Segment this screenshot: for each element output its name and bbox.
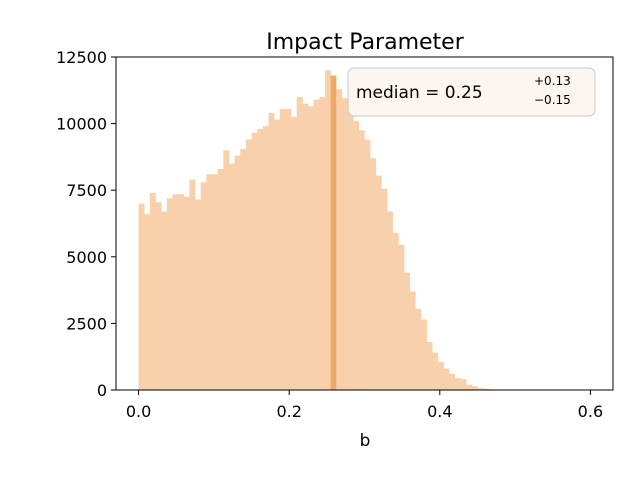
histogram-bar — [426, 342, 433, 390]
histogram-bar — [149, 192, 156, 390]
histogram-bar — [460, 379, 467, 390]
histogram-bar — [437, 362, 444, 390]
histogram-bar — [200, 182, 207, 390]
histogram-bar — [432, 352, 439, 390]
y-tick-label: 7500 — [66, 181, 107, 200]
histogram-bar — [262, 126, 269, 390]
histogram-bar — [392, 232, 399, 390]
annotation-lower-error: −0.15 — [534, 93, 571, 107]
histogram-bar — [285, 108, 292, 390]
annotation-box — [347, 67, 596, 117]
histogram-bar — [341, 98, 348, 390]
histogram-bar — [144, 214, 151, 390]
y-tick-label: 0 — [97, 381, 107, 400]
histogram-bar — [234, 155, 241, 390]
x-tick-label: 0.0 — [126, 402, 151, 421]
histogram-bar — [166, 198, 173, 390]
histogram-bar — [240, 148, 247, 390]
histogram-bar — [353, 120, 360, 390]
histogram-bar — [471, 386, 478, 390]
histogram-bar — [375, 175, 382, 390]
histogram-bar — [398, 244, 405, 390]
histogram-bar — [477, 388, 484, 390]
x-tick-label: 0.6 — [578, 402, 603, 421]
histogram-bar — [183, 196, 190, 390]
histogram-bars — [138, 70, 501, 391]
histogram-bar — [172, 194, 179, 390]
histogram-bar — [223, 150, 230, 390]
median-marker — [330, 75, 337, 391]
y-tick-label: 12500 — [56, 48, 107, 67]
histogram-bar — [387, 211, 394, 390]
histogram-bar — [313, 99, 320, 391]
y-tick-label: 10000 — [56, 115, 107, 134]
histogram-bar — [251, 132, 258, 391]
histogram-bar — [268, 112, 275, 390]
histogram-bar — [228, 163, 235, 390]
histogram-bar — [189, 179, 196, 390]
annotation-upper-error: +0.13 — [534, 74, 571, 88]
median-annotation: median = 0.25 +0.13 −0.15 — [347, 67, 596, 117]
plot-frame — [115, 56, 614, 391]
axes: 0.0 0.2 0.4 0.6 0 2500 5000 7500 10000 12500 — [56, 48, 614, 421]
histogram-bar — [358, 130, 365, 390]
histogram-bar — [161, 211, 168, 390]
histogram-bar — [206, 174, 213, 390]
histogram-bar — [217, 168, 224, 390]
chart-title: Impact Parameter — [266, 30, 464, 55]
x-axis-label: b — [360, 431, 371, 451]
histogram-bar — [212, 174, 218, 390]
y-tick-label: 2500 — [66, 314, 107, 333]
histogram-bar — [347, 110, 354, 390]
histogram-bar — [257, 128, 264, 390]
histogram-bar — [404, 272, 410, 390]
histogram-bar — [291, 116, 298, 390]
histogram-bar — [274, 119, 281, 390]
histogram-bar — [319, 96, 326, 391]
y-tick-label: 5000 — [66, 248, 107, 267]
histogram-bar — [483, 388, 490, 390]
histogram-bar — [370, 158, 377, 390]
histogram-bar — [381, 188, 388, 390]
annotation-median-text: median = 0.25 — [356, 83, 483, 103]
histogram-bar — [302, 103, 309, 391]
histogram-bar — [296, 96, 303, 391]
histogram-bar — [155, 202, 162, 390]
histogram-bar — [443, 368, 450, 390]
histogram-bar — [324, 70, 331, 390]
histogram-bar — [415, 308, 422, 390]
histogram-bar — [466, 384, 473, 390]
histogram-bar — [336, 88, 343, 390]
histogram-bar — [454, 378, 461, 390]
histogram-bar — [364, 139, 371, 390]
histogram-bar — [138, 203, 145, 390]
histogram-bar — [178, 194, 185, 390]
x-tick-label: 0.4 — [427, 402, 452, 421]
histogram-bar — [409, 291, 416, 390]
histogram-bar — [245, 139, 252, 390]
histogram-bar — [195, 199, 202, 390]
histogram-bar — [279, 108, 286, 390]
histogram-bar — [449, 374, 456, 390]
histogram-bar — [420, 319, 427, 390]
histogram-bar — [308, 106, 314, 390]
x-tick-label: 0.2 — [276, 402, 301, 421]
